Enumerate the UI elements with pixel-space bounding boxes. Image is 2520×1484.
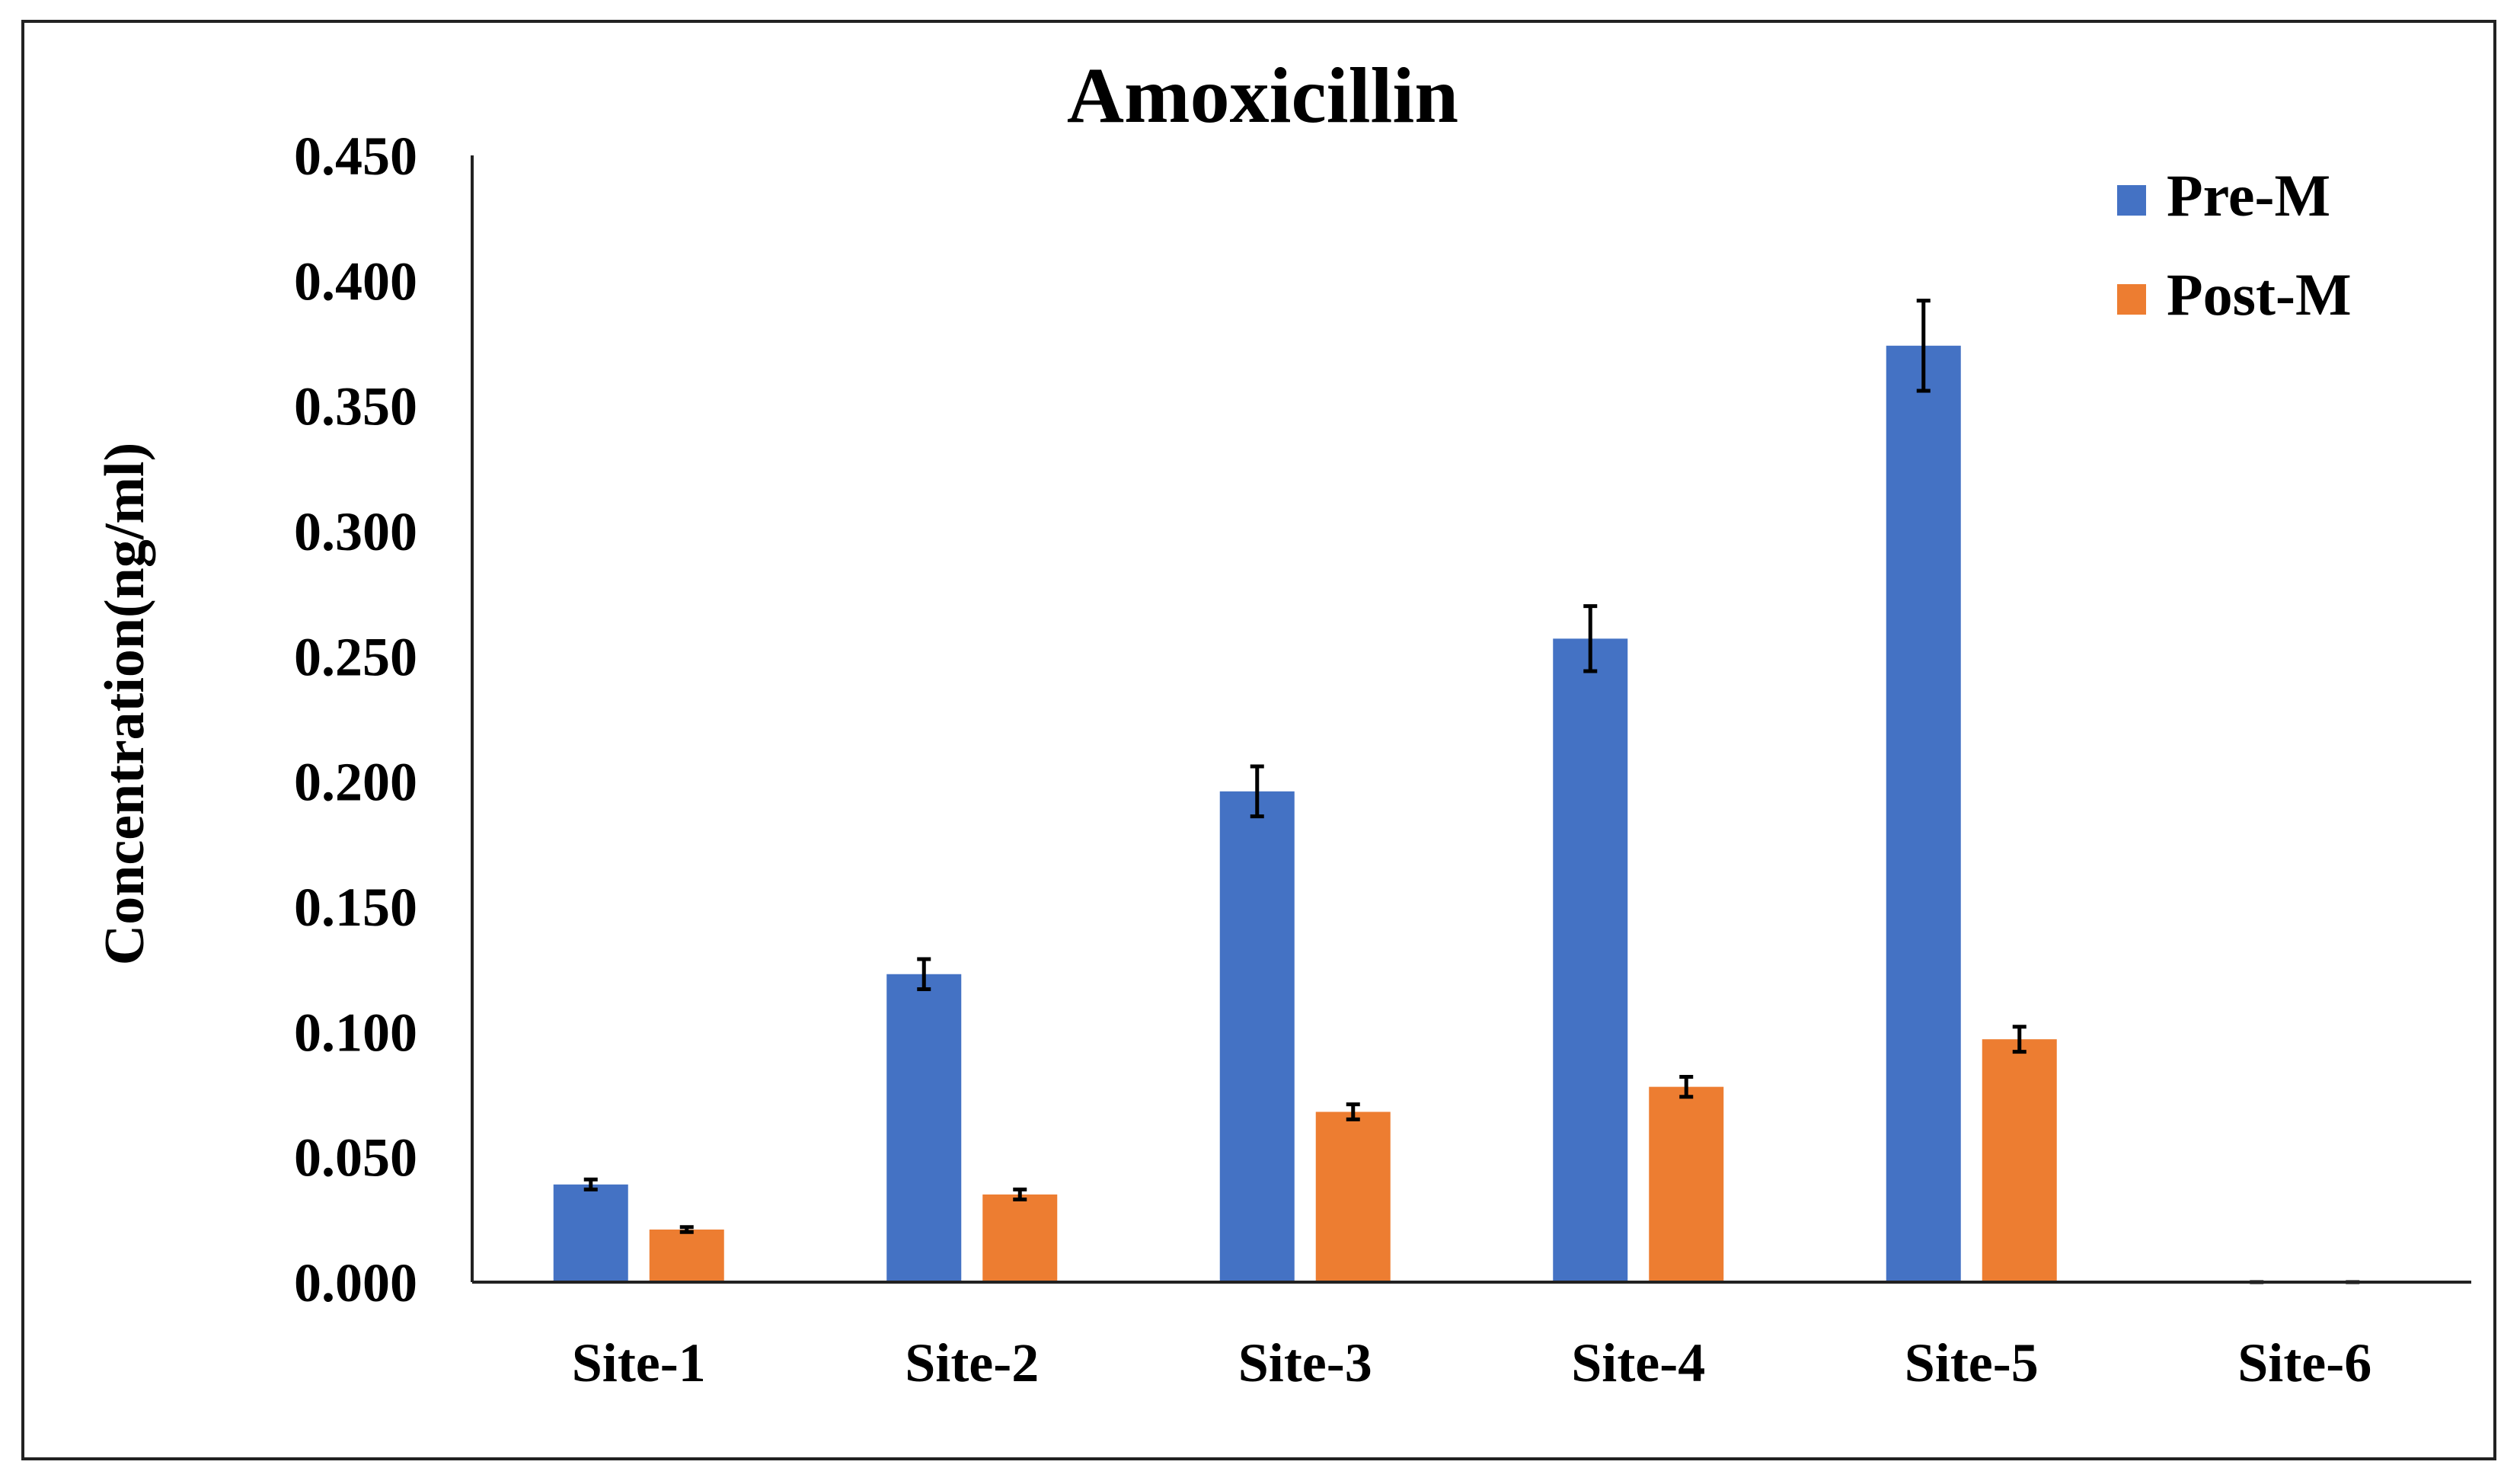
chart-title: Amoxicillin [1067,52,1458,139]
x-tick-label: Site-4 [1571,1332,1705,1393]
axes [471,155,2471,1284]
legend-swatch-pre-m [2117,185,2146,216]
y-tick-label: 0.000 [294,1252,417,1313]
y-tick-label: 0.450 [294,126,417,187]
x-tick-label: Site-5 [1905,1332,2039,1393]
legend-label-pre-m: Pre-M [2167,162,2330,229]
x-tick-label: Site-3 [1238,1332,1372,1393]
x-tick-label: Site-6 [2237,1332,2371,1393]
bar-pre-m-site-1 [553,1184,628,1282]
y-tick-label: 0.250 [294,626,417,687]
y-tick-label: 0.400 [294,251,417,312]
bar-post-m-site-4 [1649,1086,1724,1282]
y-axis-label: Concentration(ng/ml) [94,443,156,966]
y-tick-label: 0.350 [294,376,417,437]
y-axis-ticks: 0.000 0.050 0.100 0.150 0.200 0.250 0.300 0.350… [294,126,417,1313]
legend-swatch-post-m [2117,284,2146,315]
y-tick-label: 0.050 [294,1127,417,1188]
legend-label-post-m: Post-M [2167,261,2352,328]
y-tick-label: 0.100 [294,1002,417,1063]
error-bars-group [583,299,2360,1284]
bar-pre-m-site-4 [1553,638,1628,1282]
x-axis-labels: Site-1 Site-2 Site-3 Site-4 Site-5 Site-6 [572,1332,2371,1393]
legend: Pre-M Post-M [2117,162,2352,328]
bar-post-m-site-5 [1982,1039,2057,1282]
x-tick-label: Site-2 [905,1332,1039,1393]
bar-post-m-site-1 [649,1229,724,1282]
bar-pre-m-site-3 [1219,791,1295,1282]
y-tick-label: 0.200 [294,752,417,813]
y-tick-label: 0.150 [294,877,417,938]
bars-group [553,345,2057,1283]
bar-post-m-site-2 [982,1194,1058,1282]
bar-pre-m-site-2 [886,974,962,1282]
bar-pre-m-site-5 [1886,345,1961,1283]
x-tick-label: Site-1 [572,1332,706,1393]
bar-post-m-site-3 [1315,1111,1391,1282]
y-tick-label: 0.300 [294,501,417,562]
